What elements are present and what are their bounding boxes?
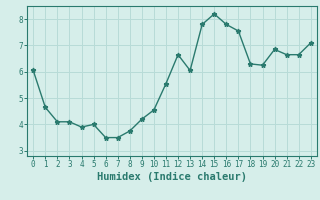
X-axis label: Humidex (Indice chaleur): Humidex (Indice chaleur) (97, 172, 247, 182)
